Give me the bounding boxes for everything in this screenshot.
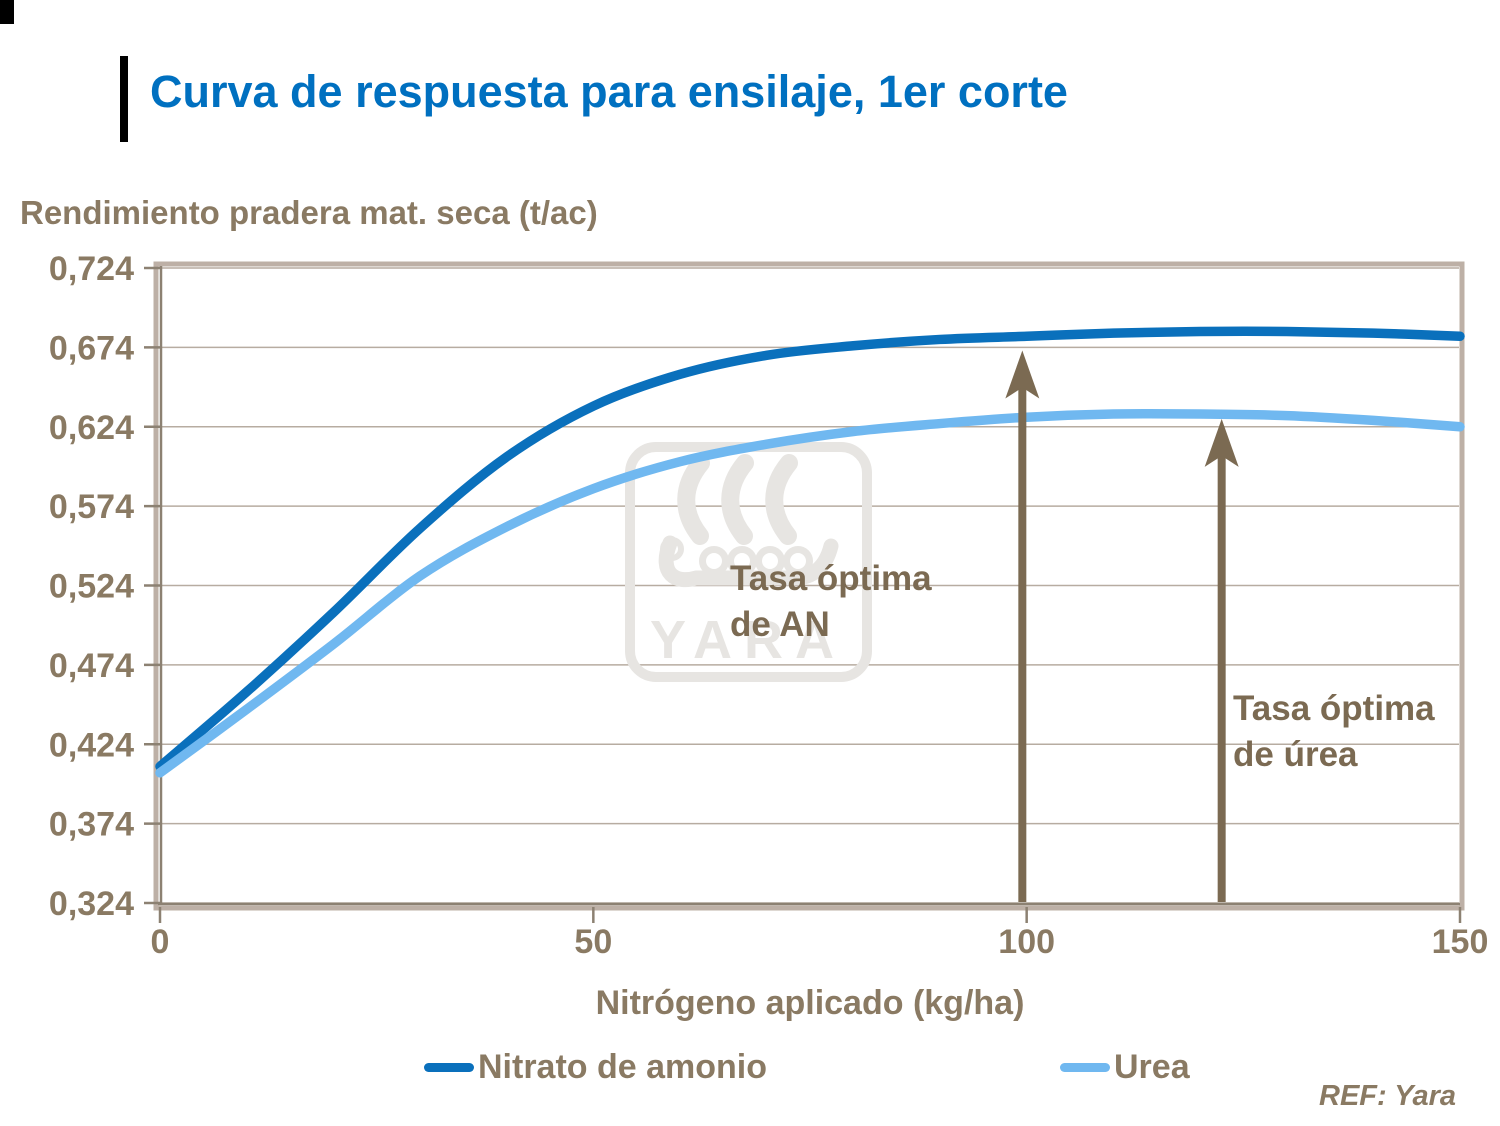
- x-tick-label: 0: [151, 923, 170, 961]
- legend-label-nitrato-de-amonio: Nitrato de amonio: [478, 1048, 768, 1086]
- watermark-ring-icon: [755, 546, 785, 576]
- axes-frame: [144, 261, 1465, 923]
- tick-labels: 0,724 0,674 0,624 0,574 0,524 0,474 0,424 0,374…: [49, 250, 1488, 961]
- yara-watermark-logo: YARA: [625, 442, 872, 682]
- watermark-hull-icon: [658, 535, 839, 588]
- y-tick-label: 0,724: [49, 250, 134, 288]
- x-tick-label: 100: [998, 923, 1055, 961]
- y-tick-label: 0,424: [49, 726, 134, 764]
- legend-label-urea: Urea: [1114, 1048, 1190, 1086]
- legend-item-nitrato-de-amonio: Nitrato de amonio: [424, 1048, 767, 1087]
- y-tick-label: 0,474: [49, 647, 134, 685]
- title-accent-bar: [120, 56, 128, 142]
- annotation-line: de AN: [730, 605, 830, 645]
- watermark-sail-icon: [765, 454, 798, 545]
- optimal-rate-arrow-head: [1204, 418, 1239, 467]
- y-tick-label: 0,324: [49, 885, 134, 923]
- watermark-sail-icon: [721, 454, 754, 545]
- y-tick-label: 0,374: [49, 806, 134, 844]
- legend-item-urea: Urea: [1060, 1048, 1190, 1087]
- optimal-rate-arrow-head: [1005, 350, 1040, 399]
- annotation-line: Tasa óptima: [1233, 689, 1435, 728]
- series-line-nitrato-de-amonio: [155, 326, 1465, 772]
- y-tick-label: 0,624: [49, 409, 134, 447]
- annotation-line: de úrea: [1233, 735, 1358, 775]
- legend-swatch-urea: [1060, 1063, 1110, 1072]
- y-tick-label: 0,674: [49, 329, 134, 367]
- y-tick-label: 0,574: [49, 488, 134, 526]
- watermark-ring-icon: [699, 546, 729, 576]
- reference-text: REF: Yara: [1319, 1080, 1456, 1112]
- watermark-ring-icon: [727, 546, 757, 576]
- watermark-spiral-icon: [660, 537, 684, 561]
- annotation-tasa-optima-urea: Tasa óptima de úrea: [1233, 686, 1435, 778]
- watermark-ring-icon: [783, 546, 813, 576]
- watermark-text: YARA: [650, 610, 846, 670]
- x-axis-label: Nitrógeno aplicado (kg/ha): [595, 984, 1025, 1022]
- watermark-sail-icon: [677, 454, 710, 545]
- slide-corner-mark: [0, 0, 14, 24]
- series-line-urea: [155, 408, 1465, 778]
- y-axis-label: Rendimiento pradera mat. seca (t/ac): [20, 194, 598, 231]
- data-series: [155, 326, 1465, 778]
- annotation-tasa-optima-an: Tasa óptima de AN: [730, 556, 932, 648]
- y-tick-label: 0,524: [49, 568, 134, 606]
- x-tick-label: 50: [574, 923, 612, 961]
- x-tick-label: 150: [1432, 923, 1489, 961]
- chart-title: Curva de respuesta para ensilaje, 1er co…: [150, 66, 1068, 117]
- optimal-rate-arrows: [1005, 350, 1239, 902]
- legend-swatch-nitrato-de-amonio: [424, 1063, 474, 1072]
- annotation-line: Tasa óptima: [730, 559, 932, 598]
